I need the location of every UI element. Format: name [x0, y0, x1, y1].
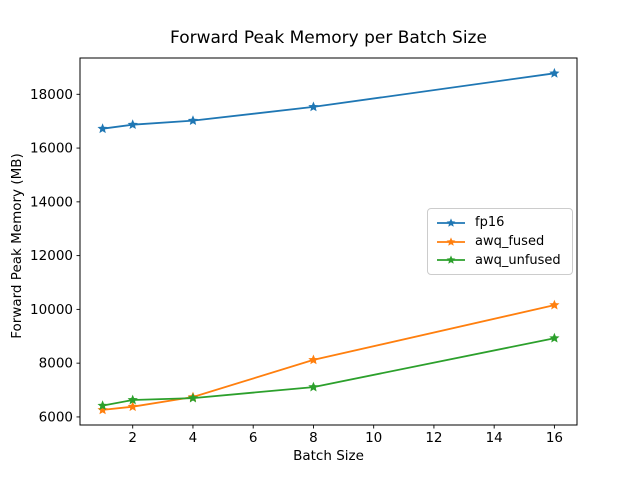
- legend-line-marker-icon: [437, 255, 465, 264]
- data-point-marker-fp16: [127, 119, 138, 129]
- y-tick-label: 16000: [30, 141, 73, 157]
- data-point-marker-awq_unfused: [308, 381, 319, 392]
- x-tick-label: 14: [486, 430, 503, 446]
- data-point-marker-awq_fused: [97, 404, 108, 415]
- data-point-marker-fp16: [549, 67, 560, 78]
- y-tick-label: 14000: [30, 194, 73, 210]
- y-tick-label: 12000: [30, 248, 73, 264]
- x-tick-label: 10: [365, 430, 382, 446]
- series-line-awq_fused: [102, 304, 555, 411]
- x-tick-label: 8: [309, 430, 318, 446]
- x-tick-label: 6: [249, 430, 258, 446]
- x-axis-label: Batch Size: [293, 448, 364, 464]
- legend-label: awq_unfused: [475, 252, 561, 268]
- y-tick-label: 18000: [30, 87, 73, 103]
- legend-label: awq_fused: [475, 234, 545, 249]
- legend-item-fp16: fp16: [435, 216, 565, 230]
- data-point-marker-awq_fused: [308, 354, 319, 365]
- legend-item-awq_unfused: awq_unfused: [435, 253, 565, 267]
- x-tick-label: 12: [425, 430, 442, 446]
- legend-line-marker-icon: [437, 236, 465, 246]
- data-point-marker-awq_fused: [127, 401, 138, 412]
- data-point-marker-fp16: [187, 115, 199, 125]
- data-point-marker-fp16: [97, 123, 108, 134]
- x-tick-label: 4: [189, 430, 198, 446]
- y-tick-label: 8000: [39, 356, 73, 372]
- chart-title: Forward Peak Memory per Batch Size: [170, 28, 487, 48]
- legend-item-awq_fused: awq_fused: [435, 235, 565, 249]
- data-point-marker-awq_unfused: [97, 400, 108, 410]
- y-tick-label: 10000: [30, 302, 73, 318]
- legend-line-marker-icon: [437, 218, 465, 227]
- data-point-marker-awq_fused: [549, 299, 560, 310]
- legend: fp16 awq_fused awq_unfused: [427, 208, 573, 275]
- plot-frame: [79, 57, 578, 426]
- data-point-marker-awq_unfused: [187, 392, 199, 403]
- series-line-fp16: [102, 72, 555, 130]
- data-point-marker-awq_unfused: [549, 332, 560, 343]
- data-point-marker-awq_unfused: [127, 394, 138, 405]
- legend-label: fp16: [475, 215, 505, 231]
- y-axis-label: Forward Peak Memory (MB): [9, 153, 25, 339]
- x-tick-label: 2: [128, 430, 137, 446]
- x-tick-label: 16: [546, 430, 563, 446]
- data-point-marker-fp16: [308, 101, 319, 112]
- series-line-awq_unfused: [102, 337, 555, 407]
- y-tick-label: 6000: [39, 409, 73, 425]
